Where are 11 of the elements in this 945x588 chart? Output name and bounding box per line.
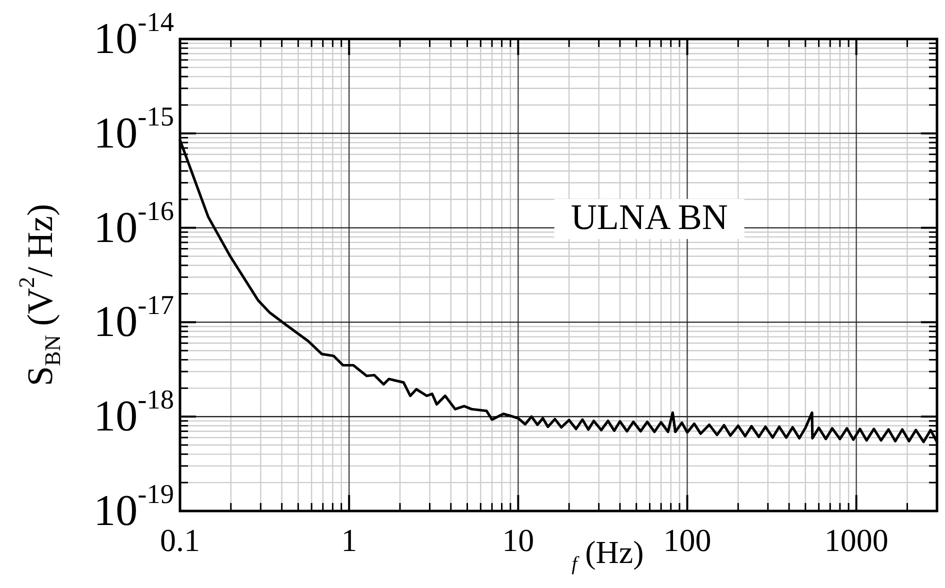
annotation: ULNA BN <box>570 197 728 237</box>
x-tick-label: 1 <box>341 522 358 558</box>
x-tick-label: 1000 <box>824 522 888 558</box>
x-tick-label: 10 <box>502 522 534 558</box>
y-tick-label: 10$^{-15}$ <box>94 102 174 158</box>
x-axis-title: $_{f}$ (Hz) <box>572 534 644 575</box>
x-tick-label: 100 <box>663 522 712 558</box>
y-tick-label: 10$^{-17}$ <box>94 290 174 346</box>
y-tick-label: 10$^{-16}$ <box>94 196 174 252</box>
y-tick-label: 10$^{-14}$ <box>94 7 174 63</box>
y-tick-label: 10$^{-18}$ <box>94 385 174 441</box>
